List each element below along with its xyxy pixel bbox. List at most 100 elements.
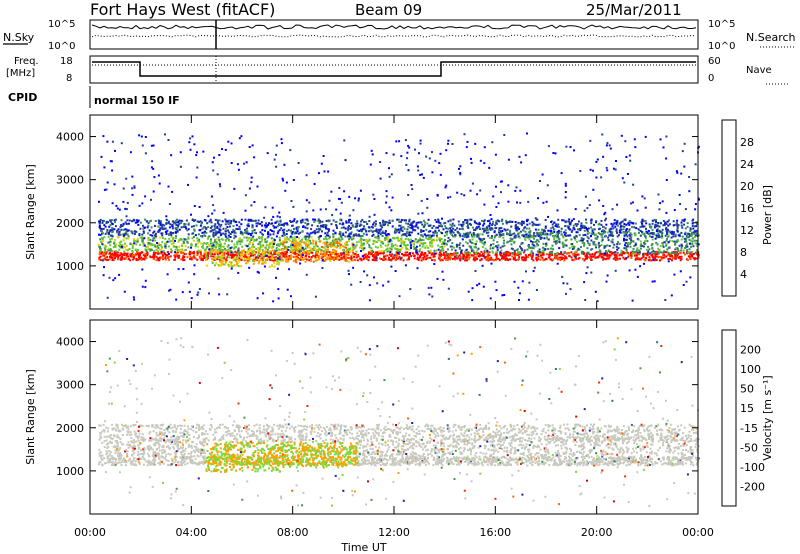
power-cell (149, 244, 152, 246)
power-cell (296, 246, 299, 249)
power-cell (538, 223, 541, 226)
power-cell (151, 160, 154, 163)
power-cell (669, 258, 671, 260)
power-cell (137, 258, 140, 261)
power-cell (385, 201, 388, 204)
power-cell (429, 244, 432, 247)
power-cell (634, 242, 637, 245)
power-cell (503, 239, 505, 242)
power-cell (465, 236, 468, 239)
power-cell (560, 233, 563, 236)
power-cell (157, 222, 160, 225)
power-cell (361, 246, 364, 249)
power-cell (245, 258, 248, 261)
power-cell (285, 233, 288, 236)
power-cell (648, 256, 651, 259)
power-cell (694, 234, 697, 237)
power-cell (606, 253, 609, 256)
power-cell (511, 238, 514, 241)
power-cell (518, 227, 520, 230)
power-cell (472, 258, 475, 261)
power-cell (188, 252, 191, 255)
power-cell (590, 226, 592, 229)
power-cell (502, 234, 505, 237)
power-cell (598, 246, 600, 249)
power-cell (398, 255, 401, 258)
power-cell (466, 223, 469, 226)
power-cell (694, 225, 697, 228)
power-cell (348, 249, 351, 252)
power-cell (630, 221, 633, 224)
power-cell (503, 253, 506, 256)
power-cell (157, 225, 160, 228)
power-cell (298, 245, 300, 248)
power-cell (105, 222, 108, 224)
power-cell (251, 250, 254, 253)
power-cell (296, 250, 299, 253)
power-cell (205, 231, 208, 234)
power-cell (573, 228, 576, 231)
power-cell (342, 234, 345, 236)
power-cell (321, 230, 323, 233)
power-cell (198, 206, 201, 208)
power-cell (620, 252, 623, 255)
power-cell (104, 253, 107, 256)
power-cell (216, 251, 219, 254)
power-cell (376, 246, 379, 249)
power-cell (109, 219, 112, 222)
power-cell (530, 235, 533, 238)
power-cell (341, 257, 344, 260)
noise-tick-low-left: 10^0 (48, 41, 75, 52)
power-cell (192, 225, 195, 228)
power-cell (137, 223, 140, 226)
power-cell (110, 256, 113, 259)
power-cell (611, 235, 614, 237)
power-cell (269, 222, 272, 225)
power-cell (397, 228, 400, 231)
power-cell (473, 233, 475, 236)
power-cell (257, 243, 260, 246)
power-cell (654, 225, 656, 228)
power-cell (444, 238, 447, 241)
power-cell (182, 237, 185, 240)
power-cell (571, 258, 574, 261)
power-cell (531, 243, 534, 246)
power-cell (323, 260, 326, 262)
power-cell (562, 219, 565, 222)
power-cell (116, 231, 119, 234)
power-cell (125, 231, 128, 234)
power-cell (110, 219, 113, 222)
power-cell (526, 132, 528, 135)
power-cell (363, 220, 366, 223)
power-cell (130, 252, 133, 255)
power-cell (383, 250, 386, 253)
power-cell (262, 244, 265, 247)
power-cell (102, 232, 104, 235)
power-cell (155, 255, 158, 258)
power-cell (671, 255, 673, 258)
power-cell (272, 256, 275, 259)
power-cell (525, 227, 528, 230)
power-cell (347, 227, 350, 230)
power-cell (370, 229, 372, 232)
power-cell (135, 257, 138, 260)
power-cell (165, 222, 168, 225)
power-cell (506, 252, 509, 255)
power-cell (691, 255, 694, 258)
power-cell (554, 242, 557, 245)
power-cell (432, 231, 435, 234)
power-cell (120, 256, 123, 259)
power-cell (253, 220, 256, 222)
power-cell (167, 253, 170, 255)
power-cell (149, 248, 152, 251)
power-cell (568, 228, 571, 230)
power-cell (537, 228, 540, 231)
power-cell (498, 259, 501, 262)
power-cell (213, 245, 216, 248)
power-cell (362, 232, 365, 235)
power-cell (507, 251, 510, 254)
power-cell (389, 222, 391, 224)
power-cell (611, 251, 614, 254)
power-cell (187, 246, 190, 249)
